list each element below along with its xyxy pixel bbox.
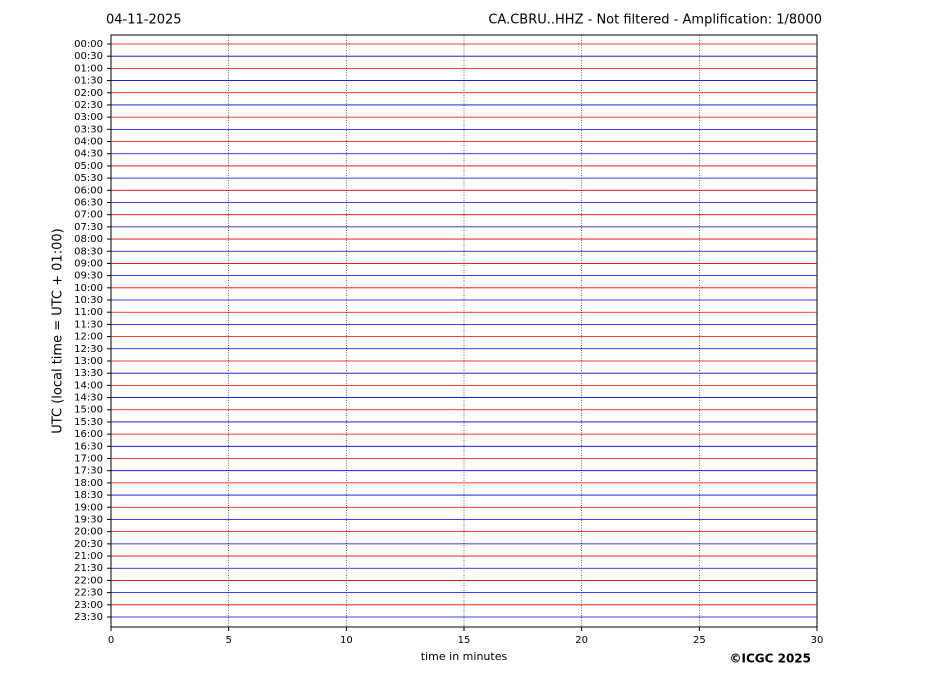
credit: ©ICGC 2025 bbox=[729, 652, 811, 666]
y-tick-label: 10:30 bbox=[74, 295, 103, 306]
y-tick-label: 15:00 bbox=[74, 405, 103, 416]
y-tick-label: 19:30 bbox=[74, 514, 103, 525]
y-tick-label: 02:30 bbox=[74, 100, 103, 111]
y-tick-label: 02:00 bbox=[74, 88, 103, 99]
y-tick-label: 16:00 bbox=[74, 429, 103, 440]
y-tick-label: 20:30 bbox=[74, 539, 103, 550]
y-tick-label: 14:00 bbox=[74, 380, 103, 391]
y-tick-label: 11:00 bbox=[74, 307, 103, 318]
y-tick-label: 12:30 bbox=[74, 344, 103, 355]
y-tick-label: 06:00 bbox=[74, 185, 103, 196]
y-axis-label: UTC (local time = UTC + 01:00) bbox=[51, 228, 66, 433]
x-tick-label: 0 bbox=[108, 635, 114, 646]
x-tick-label: 25 bbox=[693, 635, 706, 646]
y-tick-label: 21:30 bbox=[74, 563, 103, 574]
x-tick-label: 5 bbox=[225, 635, 231, 646]
y-tick-label: 23:00 bbox=[74, 600, 103, 611]
y-tick-label: 01:30 bbox=[74, 76, 103, 87]
y-tick-label: 03:30 bbox=[74, 124, 103, 135]
y-tick-label: 17:30 bbox=[74, 466, 103, 477]
y-tick-label: 15:30 bbox=[74, 417, 103, 428]
y-tick-label: 04:00 bbox=[74, 137, 103, 148]
y-tick-label: 22:30 bbox=[74, 588, 103, 599]
y-tick-label: 11:30 bbox=[74, 319, 103, 330]
y-tick-label: 07:30 bbox=[74, 222, 103, 233]
y-tick-label: 16:30 bbox=[74, 441, 103, 452]
x-tick-label: 15 bbox=[458, 635, 471, 646]
chart-title: CA.CBRU..HHZ - Not filtered - Amplificat… bbox=[488, 13, 822, 28]
y-tick-label: 18:00 bbox=[74, 478, 103, 489]
y-tick-label: 04:30 bbox=[74, 149, 103, 160]
x-tick-label: 20 bbox=[575, 635, 588, 646]
y-tick-label: 17:00 bbox=[74, 454, 103, 465]
y-tick-label: 01:00 bbox=[74, 63, 103, 74]
x-axis-label: time in minutes bbox=[421, 650, 508, 663]
y-tick-label: 00:30 bbox=[74, 51, 103, 62]
y-tick-label: 09:00 bbox=[74, 258, 103, 269]
y-tick-label: 07:00 bbox=[74, 210, 103, 221]
y-tick-label: 05:00 bbox=[74, 161, 103, 172]
y-tick-label: 22:00 bbox=[74, 575, 103, 586]
y-tick-label: 06:30 bbox=[74, 197, 103, 208]
y-tick-label: 00:00 bbox=[74, 39, 103, 50]
y-tick-label: 08:30 bbox=[74, 246, 103, 257]
y-tick-label: 03:00 bbox=[74, 112, 103, 123]
y-tick-label: 08:00 bbox=[74, 234, 103, 245]
y-tick-label: 13:00 bbox=[74, 356, 103, 367]
x-tick-label: 10 bbox=[340, 635, 353, 646]
y-tick-label: 05:30 bbox=[74, 173, 103, 184]
y-tick-label: 20:00 bbox=[74, 527, 103, 538]
date-title: 04-11-2025 bbox=[106, 13, 182, 28]
y-tick-label: 12:00 bbox=[74, 332, 103, 343]
y-tick-label: 13:30 bbox=[74, 368, 103, 379]
y-tick-label: 21:00 bbox=[74, 551, 103, 562]
y-tick-label: 10:00 bbox=[74, 283, 103, 294]
y-tick-label: 18:30 bbox=[74, 490, 103, 501]
y-tick-label: 23:30 bbox=[74, 612, 103, 623]
x-tick-label: 30 bbox=[811, 635, 824, 646]
y-tick-label: 09:30 bbox=[74, 271, 103, 282]
y-tick-label: 14:30 bbox=[74, 393, 103, 404]
y-tick-label: 19:00 bbox=[74, 502, 103, 513]
